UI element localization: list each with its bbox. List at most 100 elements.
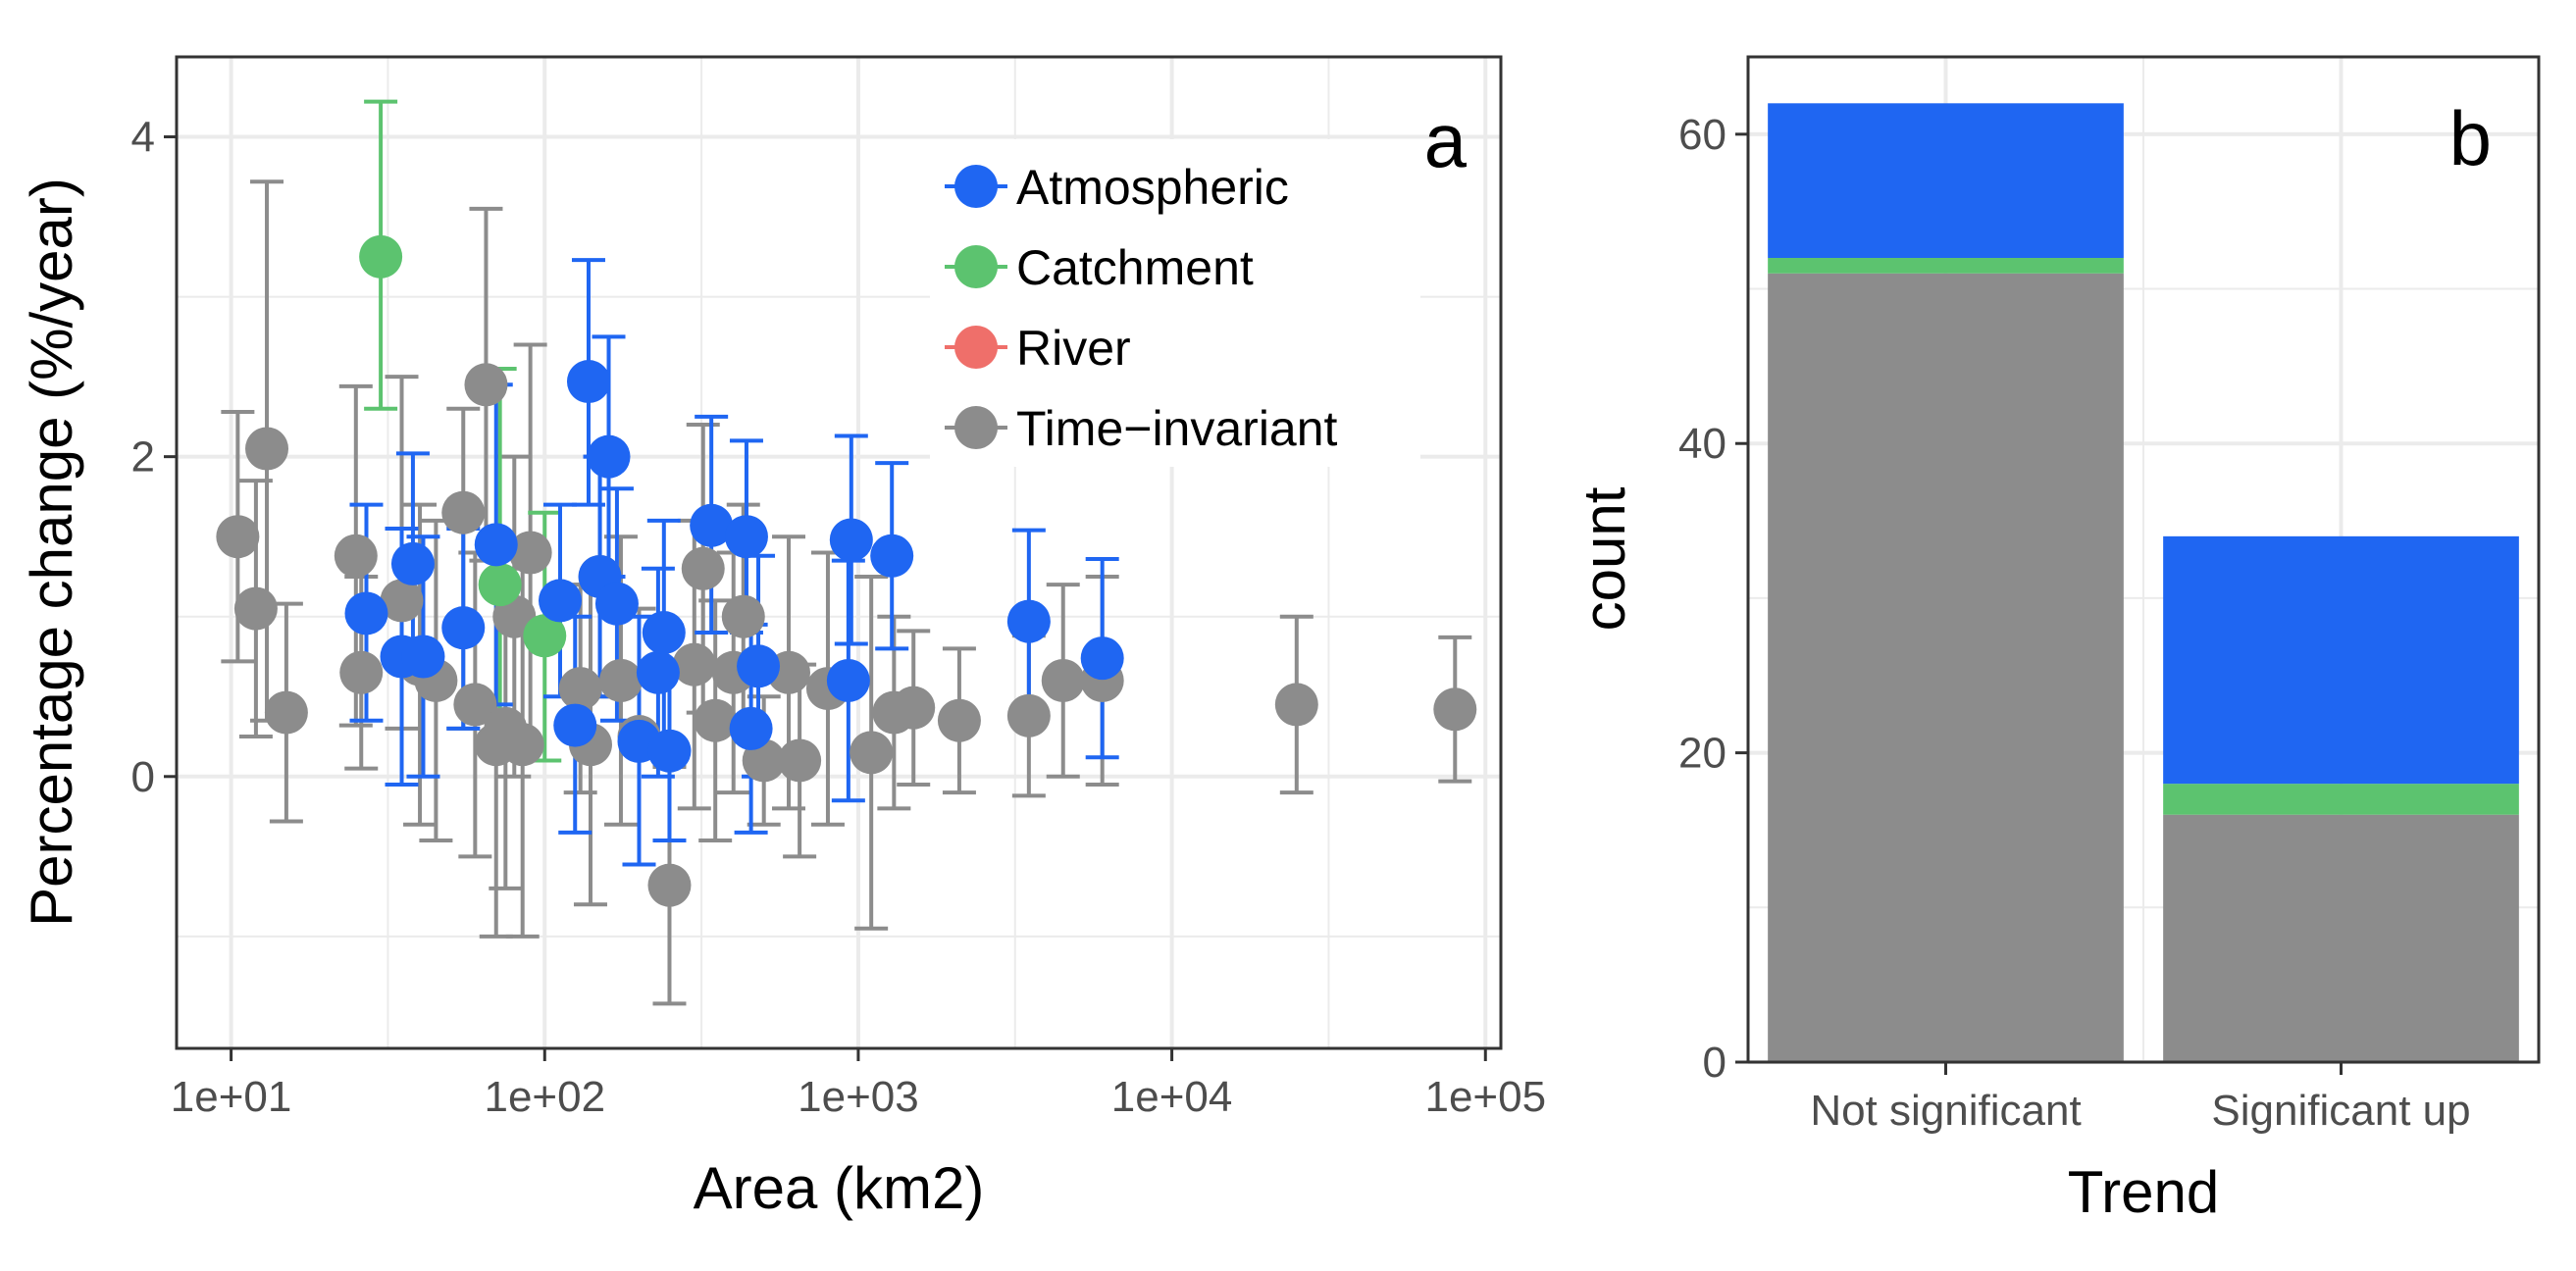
legend-label: Catchment (1016, 240, 1254, 295)
panel-b-ticks: Not significant Significant up 0 20 40 60 (1678, 111, 2471, 1135)
legend-label: Time−invariant (1016, 401, 1338, 456)
atmospheric-point (642, 611, 686, 655)
legend-key-point (954, 245, 998, 288)
bar-segment-atmospheric (1768, 103, 2124, 258)
atmospheric-point (737, 644, 781, 688)
legend-label: River (1016, 321, 1131, 376)
time_invariant-point (334, 534, 378, 578)
time_invariant-point (508, 531, 552, 575)
catchment-point (478, 563, 522, 607)
time_invariant-point (892, 686, 936, 730)
time_invariant-point (233, 586, 278, 631)
atmospheric-point (553, 703, 597, 747)
time_invariant-point (464, 363, 508, 407)
atmospheric-point (729, 706, 773, 750)
time_invariant-point (672, 642, 716, 686)
time_invariant-point (216, 515, 260, 559)
x-tick-label: 1e+02 (484, 1073, 605, 1121)
time_invariant-point (721, 594, 765, 638)
legend-item-river: River (945, 321, 1131, 376)
x-tick-label: 1e+03 (798, 1073, 919, 1121)
legend-key-point (954, 406, 998, 449)
legend-key-point (954, 326, 998, 369)
panel-a-points (216, 234, 1477, 907)
x-tick-label: Significant up (2211, 1087, 2470, 1135)
atmospheric-point (441, 606, 486, 650)
time_invariant-point (453, 683, 497, 727)
legend-key-point (954, 165, 998, 208)
bar-segment-time_invariant (2163, 814, 2519, 1062)
panel-b-bars (1768, 103, 2519, 1062)
x-tick-label: 1e+01 (171, 1073, 292, 1121)
bar-segment-catchment (1768, 258, 2124, 274)
time_invariant-point (1274, 683, 1318, 727)
y-tick-label: 0 (1703, 1039, 1726, 1087)
atmospheric-point (870, 534, 914, 578)
time_invariant-point (1006, 693, 1051, 737)
time_invariant-point (681, 546, 725, 590)
legend-item-time_invariant: Time−invariant (945, 401, 1338, 456)
atmospheric-point (390, 541, 435, 585)
time_invariant-point (245, 427, 289, 471)
atmospheric-point (1006, 599, 1051, 643)
panel-a-y-axis-title: Percentage change (%/year) (19, 178, 84, 927)
atmospheric-point (829, 518, 873, 562)
atmospheric-point (647, 729, 692, 773)
panel-a-tag: a (1424, 97, 1468, 183)
atmospheric-point (636, 650, 680, 694)
atmospheric-point (690, 503, 734, 547)
time_invariant-point (1041, 658, 1085, 702)
legend-label: Atmospheric (1016, 160, 1289, 215)
time_invariant-point (694, 698, 738, 742)
y-tick-label: 60 (1678, 111, 1726, 159)
atmospheric-point (724, 515, 768, 559)
time_invariant-point (380, 579, 424, 623)
time_invariant-point (1433, 687, 1477, 732)
panel-b-y-axis-title: count (1571, 486, 1637, 631)
atmospheric-point (1080, 636, 1124, 681)
legend-item-catchment: Catchment (945, 240, 1254, 295)
panel-a-ticks: 1e+01 1e+02 1e+03 1e+04 1e+05 0 2 4 (131, 114, 1547, 1121)
y-tick-label: 20 (1678, 730, 1726, 778)
time_invariant-point (339, 650, 384, 694)
panel-a-x-axis-title: Area (km2) (694, 1155, 985, 1221)
panel-a-scatter: 1e+01 1e+02 1e+03 1e+04 1e+05 0 2 4 a Atmospher… (19, 55, 1547, 1221)
atmospheric-point (474, 523, 518, 567)
time_invariant-point (850, 731, 894, 775)
panel-b-bar-chart: Not significant Significant up 0 20 40 60 b T… (1571, 55, 2541, 1225)
panel-a-legend: Atmospheric Catchment River Time−invariant (930, 139, 1420, 467)
time_invariant-point (500, 723, 544, 767)
time_invariant-point (778, 738, 822, 783)
bar-segment-atmospheric (2163, 535, 2519, 785)
x-tick-label: 1e+05 (1424, 1073, 1546, 1121)
atmospheric-point (594, 582, 639, 626)
y-tick-label: 4 (131, 114, 155, 162)
legend-item-atmospheric: Atmospheric (945, 160, 1289, 215)
atmospheric-point (401, 635, 445, 679)
time_invariant-point (598, 658, 643, 702)
y-tick-label: 2 (131, 433, 155, 482)
atmospheric-point (344, 591, 388, 636)
panel-b-x-axis-title: Trend (2068, 1159, 2220, 1225)
catchment-point (359, 234, 403, 279)
x-tick-label: Not significant (1810, 1087, 2081, 1135)
panel-b-border (1746, 55, 2541, 1064)
y-tick-label: 40 (1678, 420, 1726, 468)
atmospheric-point (538, 579, 582, 623)
time_invariant-point (558, 667, 602, 711)
panel-a-border (175, 55, 1503, 1050)
bar-segment-time_invariant (1768, 273, 2124, 1062)
atmospheric-point (566, 360, 610, 404)
y-tick-label: 0 (131, 753, 155, 801)
bar-segment-catchment (2163, 784, 2519, 815)
time_invariant-point (937, 698, 981, 742)
legend-background (930, 139, 1420, 467)
x-tick-label: 1e+04 (1111, 1073, 1233, 1121)
time_invariant-point (647, 863, 692, 907)
catchment-point (523, 614, 567, 658)
time_invariant-point (264, 690, 308, 735)
atmospheric-point (826, 658, 870, 702)
time_invariant-point (441, 490, 486, 534)
panel-b-tag: b (2449, 95, 2492, 181)
